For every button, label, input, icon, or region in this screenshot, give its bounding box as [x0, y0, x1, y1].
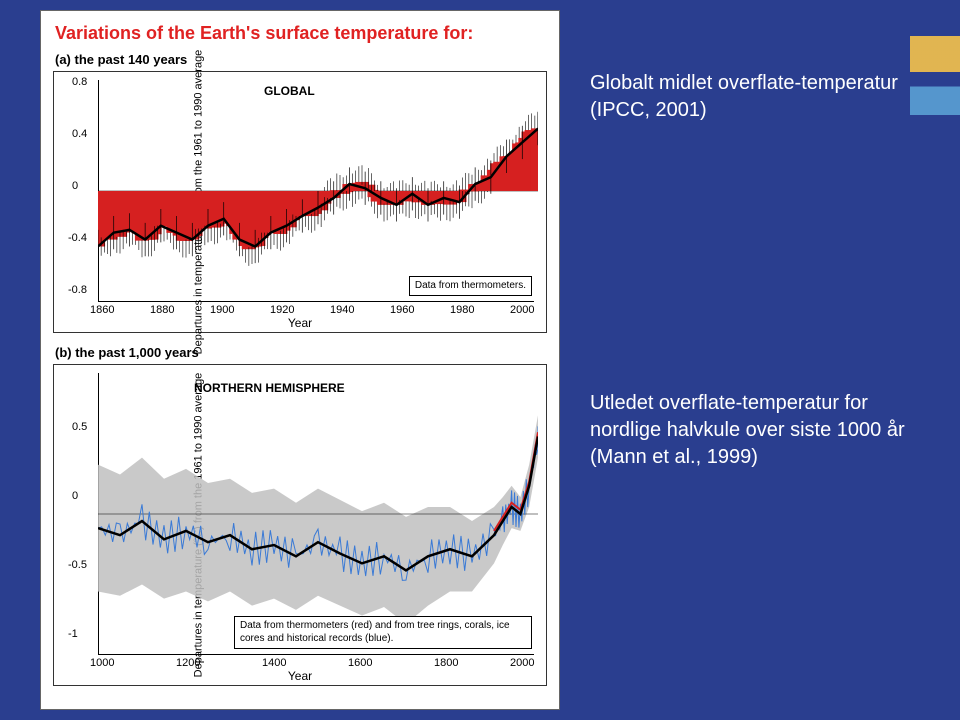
chart-b-xlabel: Year: [54, 669, 546, 683]
chart-a-xlabel: Year: [54, 316, 546, 330]
xtick: 2000: [510, 657, 534, 669]
ytick: 0: [72, 180, 78, 192]
chart-a-label: GLOBAL: [264, 84, 315, 98]
ytick: 0.8: [72, 76, 87, 88]
figure-title: Variations of the Earth's surface temper…: [55, 23, 547, 44]
xtick: 1200: [176, 657, 200, 669]
ytick: 0.5: [72, 421, 87, 433]
xtick: 2000: [510, 304, 534, 316]
slide: Variations of the Earth's surface temper…: [0, 0, 960, 720]
xtick: 1980: [450, 304, 474, 316]
ytick: -0.8: [68, 284, 87, 296]
xtick: 1880: [150, 304, 174, 316]
xtick: 1940: [330, 304, 354, 316]
chart-a-svg: [98, 80, 538, 302]
caption-right-2: Utledet overflate-temperatur for nordlig…: [590, 390, 910, 471]
xtick: 1800: [434, 657, 458, 669]
xtick: 1960: [390, 304, 414, 316]
xtick: 1900: [210, 304, 234, 316]
caption-right-1: Globalt midlet overflate-temperatur (IPC…: [590, 70, 910, 124]
chart-b-legend: Data from thermometers (red) and from tr…: [234, 616, 532, 649]
ytick: -1: [68, 628, 78, 640]
xtick: 1920: [270, 304, 294, 316]
ytick: 0: [72, 490, 78, 502]
xtick: 1600: [348, 657, 372, 669]
xtick: 1400: [262, 657, 286, 669]
subheader-a: (a) the past 140 years: [55, 52, 547, 67]
ytick: 0.4: [72, 128, 87, 140]
ytick: -0.5: [68, 559, 87, 571]
xtick: 1860: [90, 304, 114, 316]
figure-panel: Variations of the Earth's surface temper…: [40, 10, 560, 710]
chart-a: Departures in temperature (°C) from the …: [53, 71, 547, 333]
chart-b-label: NORTHERN HEMISPHERE: [194, 381, 345, 395]
xtick: 1000: [90, 657, 114, 669]
ytick: -0.4: [68, 232, 87, 244]
side-decoration: [910, 0, 960, 720]
subheader-b: (b) the past 1,000 years: [55, 345, 547, 360]
chart-b-svg: [98, 373, 538, 655]
chart-b: Departures in temperature (°C) from the …: [53, 364, 547, 686]
chart-a-legend: Data from thermometers.: [409, 276, 532, 297]
